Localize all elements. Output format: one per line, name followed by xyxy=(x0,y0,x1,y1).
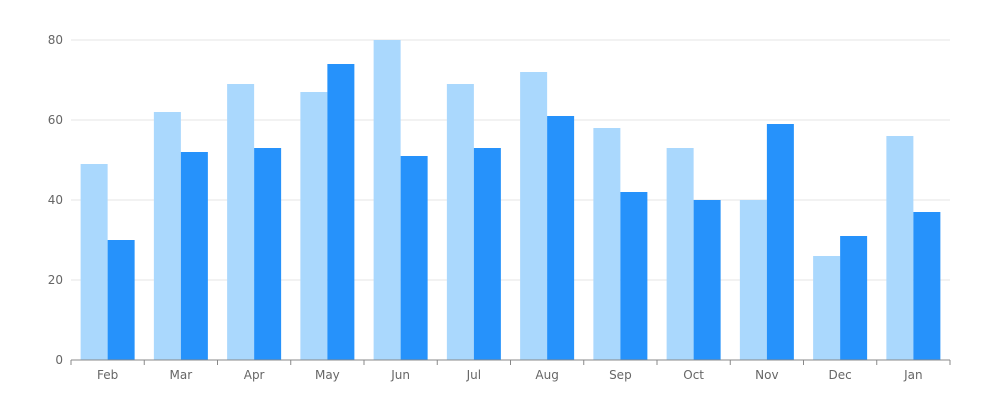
bar-dark-dec xyxy=(840,236,868,360)
x-tick-label: Jul xyxy=(466,368,481,382)
x-tick-label: Oct xyxy=(683,368,704,382)
x-tick-label: Jan xyxy=(903,368,923,382)
bar-dark-oct xyxy=(693,200,721,360)
x-tick-label: Jun xyxy=(390,368,410,382)
x-tick-label: Dec xyxy=(829,368,852,382)
bar-dark-jul xyxy=(473,148,501,360)
bar-light-nov xyxy=(739,200,767,360)
y-tick-label: 40 xyxy=(48,193,63,207)
bar-light-jan xyxy=(886,136,914,360)
gridlines xyxy=(71,39,950,281)
bar-dark-apr xyxy=(254,148,282,360)
axes xyxy=(70,359,951,365)
bar-dark-feb xyxy=(107,240,135,360)
bar-light-jul xyxy=(446,84,474,360)
bar-dark-jun xyxy=(400,156,428,360)
y-tick-label: 20 xyxy=(48,273,63,287)
x-tick-label: Mar xyxy=(170,368,193,382)
bar-dark-sep xyxy=(620,192,648,360)
bar-light-dec xyxy=(813,256,841,360)
bar-dark-mar xyxy=(180,152,208,360)
bar-light-may xyxy=(300,92,328,360)
tick-labels: 0 20 40 60 80 Feb Mar Apr May Jun Jul Aug Sep Oct Nov D… xyxy=(48,33,923,382)
bar-dark-aug xyxy=(547,116,575,360)
bar-dark-may xyxy=(327,64,355,360)
bar-dark-nov xyxy=(766,124,794,360)
x-tick-label: Aug xyxy=(535,368,558,382)
x-tick-label: Nov xyxy=(755,368,778,382)
bar-light-feb xyxy=(80,164,108,360)
bars xyxy=(80,40,941,360)
y-tick-label: 60 xyxy=(48,113,63,127)
x-tick-label: Apr xyxy=(244,368,265,382)
x-tick-label: May xyxy=(315,368,340,382)
bar-light-aug xyxy=(520,72,548,360)
y-tick-label: 0 xyxy=(55,353,63,367)
x-tick-label: Feb xyxy=(97,368,118,382)
bar-light-sep xyxy=(593,128,621,360)
x-tick-label: Sep xyxy=(609,368,632,382)
y-tick-label: 80 xyxy=(48,33,63,47)
bar-light-mar xyxy=(153,112,181,360)
bar-light-jun xyxy=(373,40,401,360)
bar-light-oct xyxy=(666,148,694,360)
bar-light-apr xyxy=(227,84,255,360)
bar-dark-jan xyxy=(913,212,941,360)
